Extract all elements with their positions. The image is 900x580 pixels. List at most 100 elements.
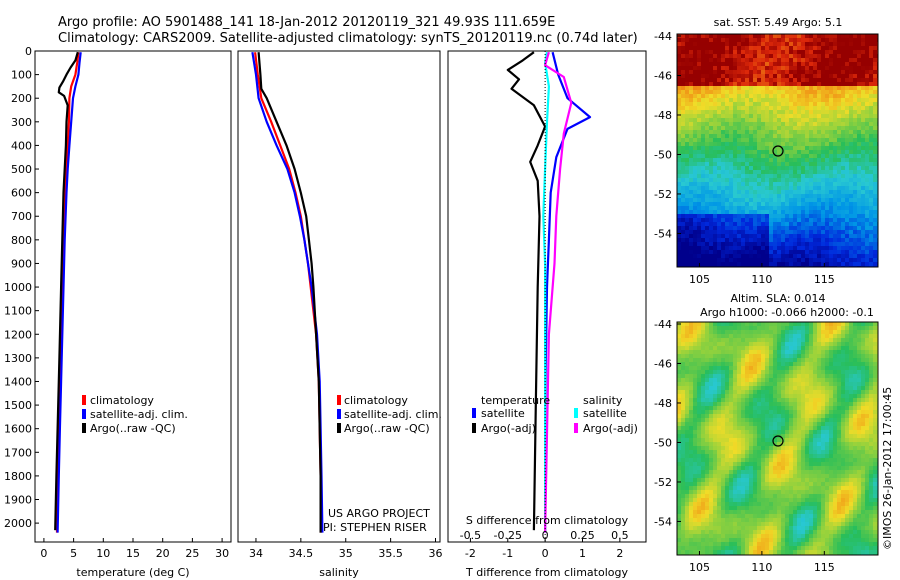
heat-cell	[677, 194, 681, 198]
heat-cell	[757, 326, 761, 330]
heat-cell	[685, 178, 689, 182]
heat-cell	[809, 362, 813, 366]
heat-cell	[713, 386, 717, 390]
heat-cell	[813, 342, 817, 346]
heat-cell	[821, 122, 825, 126]
heat-cell	[725, 178, 729, 182]
heat-cell	[773, 138, 777, 142]
heat-cell	[857, 370, 861, 374]
heat-cell	[797, 42, 801, 46]
heat-cell	[829, 446, 833, 450]
heat-cell	[713, 178, 717, 182]
heat-cell	[785, 190, 789, 194]
heat-cell	[737, 138, 741, 142]
heat-cell	[729, 46, 733, 50]
heat-cell	[725, 374, 729, 378]
heat-cell	[805, 258, 809, 262]
heat-cell	[745, 262, 749, 266]
heat-cell	[729, 430, 733, 434]
heat-cell	[745, 150, 749, 154]
heat-cell	[685, 390, 689, 394]
heat-cell	[797, 34, 801, 38]
heat-cell	[817, 322, 821, 326]
heat-cell	[765, 46, 769, 50]
heat-cell	[713, 66, 717, 70]
heat-cell	[713, 246, 717, 250]
heat-cell	[865, 126, 869, 130]
heat-cell	[797, 222, 801, 226]
heat-cell	[845, 330, 849, 334]
heat-cell	[853, 334, 857, 338]
heat-cell	[741, 442, 745, 446]
heat-cell	[689, 62, 693, 66]
heat-cell	[873, 198, 877, 202]
heat-cell	[761, 390, 765, 394]
heat-cell	[705, 150, 709, 154]
salinity-xlabel: salinity	[319, 566, 359, 579]
heat-cell	[705, 202, 709, 206]
heat-cell	[773, 430, 777, 434]
heat-cell	[729, 198, 733, 202]
heat-cell	[821, 222, 825, 226]
heat-cell	[869, 418, 873, 422]
heat-cell	[745, 74, 749, 78]
heat-cell	[797, 198, 801, 202]
heat-cell	[693, 194, 697, 198]
heat-cell	[865, 382, 869, 386]
heat-cell	[829, 54, 833, 58]
heat-cell	[853, 330, 857, 334]
heat-cell	[749, 210, 753, 214]
heat-cell	[705, 90, 709, 94]
heat-cell	[721, 218, 725, 222]
heat-cell	[741, 246, 745, 250]
heat-cell	[701, 86, 705, 90]
heat-cell	[721, 334, 725, 338]
heat-cell	[765, 438, 769, 442]
heat-cell	[817, 434, 821, 438]
heat-cell	[693, 402, 697, 406]
heat-cell	[853, 126, 857, 130]
heat-cell	[689, 150, 693, 154]
heat-cell	[873, 58, 877, 62]
heat-cell	[705, 230, 709, 234]
heat-cell	[757, 138, 761, 142]
heat-cell	[721, 354, 725, 358]
heat-cell	[681, 406, 685, 410]
heat-cell	[777, 362, 781, 366]
heat-cell	[749, 454, 753, 458]
heat-cell	[769, 354, 773, 358]
heat-cell	[829, 258, 833, 262]
heat-cell	[829, 254, 833, 258]
legend-label-climatology: climatology	[344, 394, 408, 407]
heat-cell	[681, 358, 685, 362]
heat-cell	[865, 242, 869, 246]
heat-cell	[869, 182, 873, 186]
heat-cell	[681, 66, 685, 70]
heat-cell	[713, 70, 717, 74]
heat-cell	[861, 262, 865, 266]
heat-cell	[705, 34, 709, 38]
heat-cell	[785, 138, 789, 142]
heat-cell	[777, 386, 781, 390]
heat-cell	[841, 362, 845, 366]
heat-cell	[857, 102, 861, 106]
heat-cell	[785, 206, 789, 210]
heat-cell	[841, 170, 845, 174]
heat-cell	[853, 38, 857, 42]
heat-cell	[785, 90, 789, 94]
heat-cell	[789, 154, 793, 158]
heat-cell	[733, 118, 737, 122]
heat-cell	[745, 98, 749, 102]
heat-cell	[773, 94, 777, 98]
heat-cell	[857, 74, 861, 78]
heat-cell	[853, 82, 857, 86]
heat-cell	[801, 438, 805, 442]
heat-cell	[821, 238, 825, 242]
heat-cell	[713, 338, 717, 342]
heat-cell	[813, 38, 817, 42]
heat-cell	[725, 322, 729, 326]
heat-cell	[769, 342, 773, 346]
heat-cell	[837, 150, 841, 154]
heat-cell	[801, 106, 805, 110]
heat-cell	[737, 90, 741, 94]
